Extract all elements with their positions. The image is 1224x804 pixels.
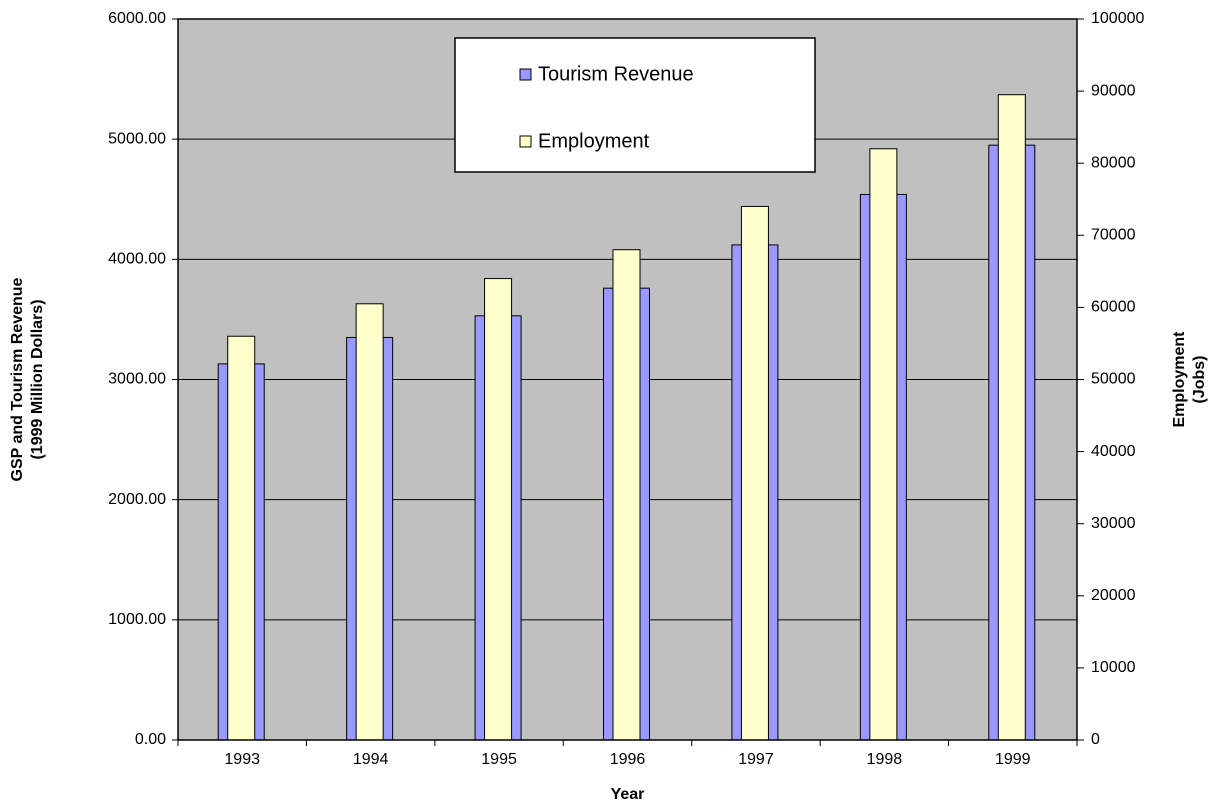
x-axis-title: Year <box>611 786 645 803</box>
bar <box>997 94 1026 741</box>
legend-label: Employment <box>538 130 650 152</box>
bar <box>869 148 898 741</box>
y2-tick-label: 40000 <box>1091 443 1136 460</box>
y-tick-label: 5000.00 <box>108 130 166 147</box>
x-tick-label: 1995 <box>481 751 517 768</box>
x-tick-label: 1997 <box>738 751 774 768</box>
legend-label: Tourism Revenue <box>538 63 694 85</box>
y2-tick-label: 10000 <box>1091 659 1136 676</box>
x-tick-label: 1998 <box>867 751 903 768</box>
legend-swatch <box>519 68 532 81</box>
y2-axis-title: Employment <box>1171 331 1188 428</box>
y-tick-label: 0.00 <box>135 731 166 748</box>
y-tick-label: 3000.00 <box>108 371 166 388</box>
y2-tick-label: 60000 <box>1091 299 1136 316</box>
bar <box>484 278 513 741</box>
y-tick-label: 6000.00 <box>108 10 166 27</box>
plot-border <box>177 18 1078 741</box>
x-tick-label: 1996 <box>610 751 646 768</box>
y2-tick-label: 80000 <box>1091 154 1136 171</box>
y2-tick-label: 100000 <box>1091 10 1144 27</box>
y-tick-label: 2000.00 <box>108 491 166 508</box>
y-tick-label: 4000.00 <box>108 251 166 268</box>
y2-tick-label: 0 <box>1091 731 1100 748</box>
bar <box>740 205 769 741</box>
y2-tick-label: 90000 <box>1091 82 1136 99</box>
legend-swatch <box>519 135 532 148</box>
y2-tick-label: 30000 <box>1091 515 1136 532</box>
y2-tick-label: 70000 <box>1091 227 1136 244</box>
y-axis-title: (1999 Million Dollars) <box>29 299 46 459</box>
x-tick-label: 1999 <box>995 751 1031 768</box>
legend-box <box>454 37 816 173</box>
bar <box>612 249 641 741</box>
y-axis-title: GSP and Tourism Revenue <box>9 277 26 481</box>
bar <box>227 335 256 741</box>
y-tick-label: 1000.00 <box>108 611 166 628</box>
y2-tick-label: 50000 <box>1091 371 1136 388</box>
x-tick-label: 1993 <box>224 751 260 768</box>
y2-axis-title: (Jobs) <box>1191 356 1208 404</box>
x-tick-label: 1994 <box>353 751 389 768</box>
y2-tick-label: 20000 <box>1091 587 1136 604</box>
bar <box>355 303 384 741</box>
